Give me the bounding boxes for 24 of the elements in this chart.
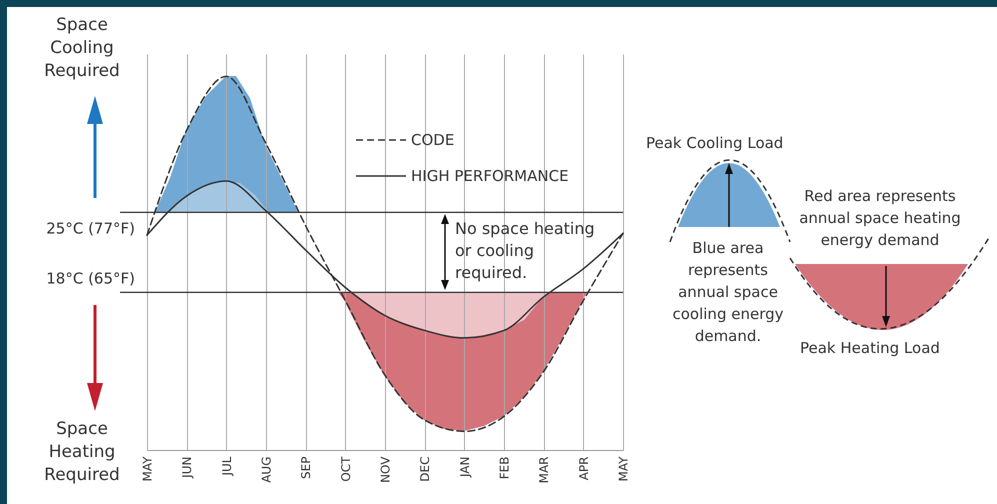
x-tick-label: JUN	[180, 456, 194, 479]
ref-line-label: 25°C (77°F)	[46, 219, 135, 238]
x-tick-label: SEP	[299, 456, 314, 479]
x-tick-label: DEC	[418, 456, 432, 482]
x-tick-label: AUG	[260, 456, 274, 483]
annotation: No space heating or cooling required.	[455, 218, 596, 284]
x-tick-label: JAN	[458, 456, 472, 478]
x-tick-label: FEB	[498, 456, 512, 480]
text: Space Cooling Required	[43, 14, 121, 83]
x-tick-label: MAY	[616, 456, 630, 482]
x-tick-label: OCT	[338, 456, 353, 482]
text: Peak Heating Load	[800, 338, 941, 359]
text: Peak Cooling Load	[646, 133, 784, 154]
legend-label: CODE	[411, 131, 454, 149]
text: Red area represents annual space heating energy demand	[798, 186, 962, 251]
ref-line-label: 18°C (65°F)	[46, 269, 135, 288]
text: Space Heating Required	[43, 418, 121, 487]
x-tick-label: JUL	[220, 456, 234, 477]
legend-label: HIGH PERFORMANCE	[411, 167, 569, 185]
x-tick-label: APR	[576, 456, 591, 480]
text: Blue area represents annual space cooling energy demand.	[672, 238, 784, 347]
x-tick-label: MAY	[140, 456, 154, 482]
x-tick-label: NOV	[378, 456, 392, 483]
x-tick-label: MAR	[537, 456, 552, 484]
